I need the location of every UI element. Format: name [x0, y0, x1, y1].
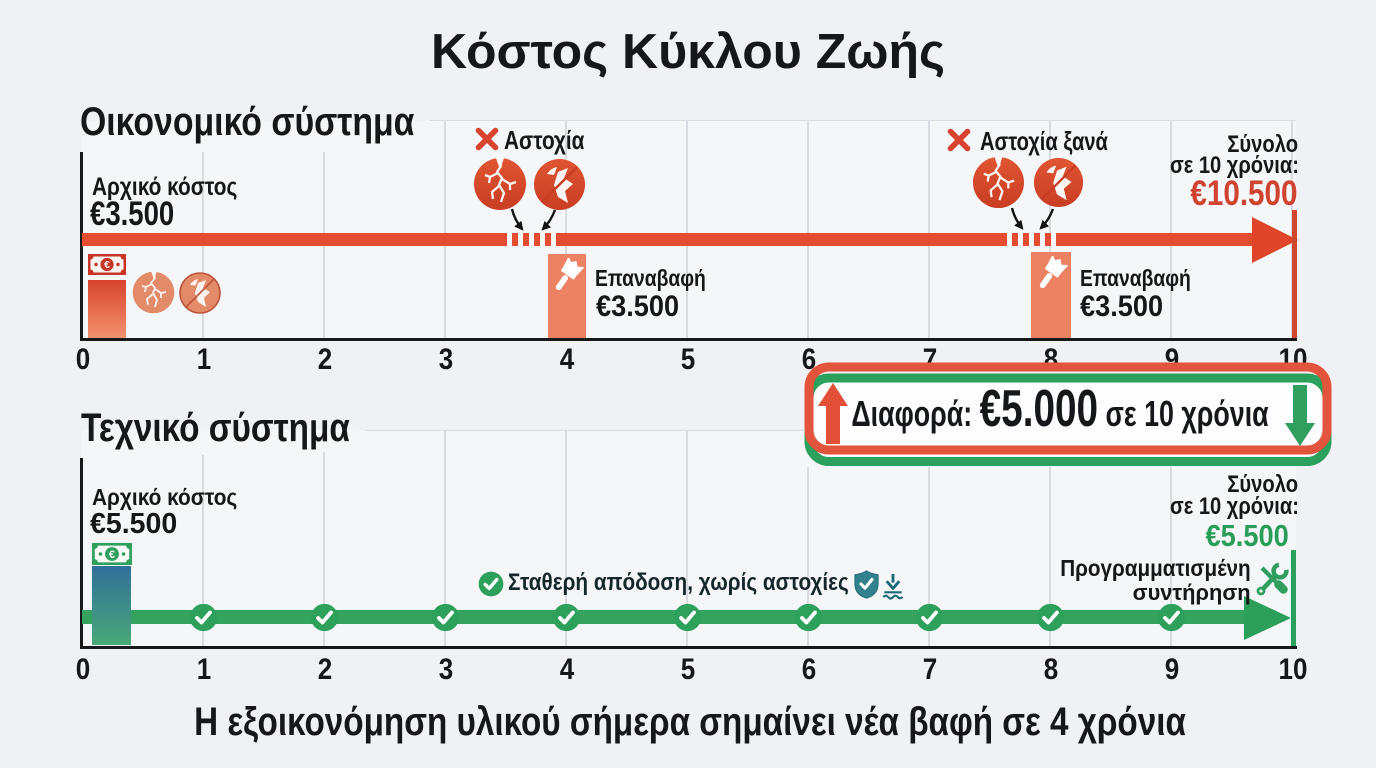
svg-text:€: €: [104, 259, 110, 271]
svg-text:€: €: [109, 549, 115, 561]
